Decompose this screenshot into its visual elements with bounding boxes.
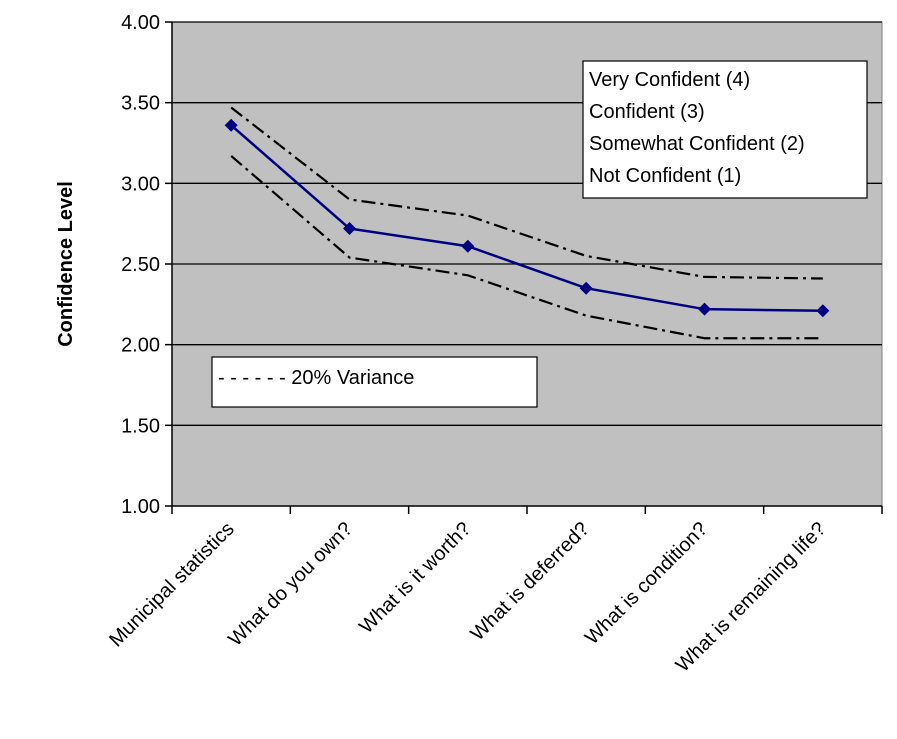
legend-not-confident: Not Confident (1) xyxy=(589,165,741,187)
y-tick-label: 1.50 xyxy=(121,415,160,437)
y-tick-label: 2.50 xyxy=(121,254,160,276)
y-tick-labels: 1.00 1.50 2.00 2.50 3.00 3.50 4.00 xyxy=(121,12,160,518)
data-point xyxy=(698,302,711,316)
legend-very-confident: Very Confident (4) xyxy=(589,69,750,91)
variance-bands xyxy=(230,106,823,340)
series-line-path xyxy=(230,124,823,313)
y-tick-label: 3.50 xyxy=(121,93,160,115)
y-axis-label: Confidence Level xyxy=(55,181,77,347)
variance-band-line xyxy=(230,155,823,340)
y-tick-label: 4.00 xyxy=(121,12,160,34)
y-tick-label: 2.00 xyxy=(121,335,160,357)
y-tick-label: 1.00 xyxy=(121,496,160,518)
data-point xyxy=(224,118,238,132)
legend-confident: Confident (3) xyxy=(589,101,705,123)
variance-legend: - - - - - - 20% Variance xyxy=(211,356,538,408)
data-point xyxy=(816,304,830,318)
variance-legend-label: - - - - - - 20% Variance xyxy=(218,367,414,389)
axes xyxy=(165,21,883,514)
data-point xyxy=(461,239,475,253)
x-tick-label: What do you own? xyxy=(224,518,357,651)
data-point xyxy=(343,222,356,236)
x-tick-label: What is condition? xyxy=(581,518,712,649)
series-line xyxy=(224,118,830,318)
scale-legend: Very Confident (4) Confident (3) Somewha… xyxy=(582,60,868,199)
variance-band-line xyxy=(230,106,823,280)
legend-somewhat-confident: Somewhat Confident (2) xyxy=(589,133,805,155)
y-tick-label: 3.00 xyxy=(121,173,160,195)
x-tick-label: What is deferred? xyxy=(467,518,594,645)
x-tick-label: Municipal statistics xyxy=(105,518,238,651)
gridlines xyxy=(172,21,882,426)
data-point xyxy=(579,281,593,295)
x-tick-label: What is it worth? xyxy=(355,518,475,638)
